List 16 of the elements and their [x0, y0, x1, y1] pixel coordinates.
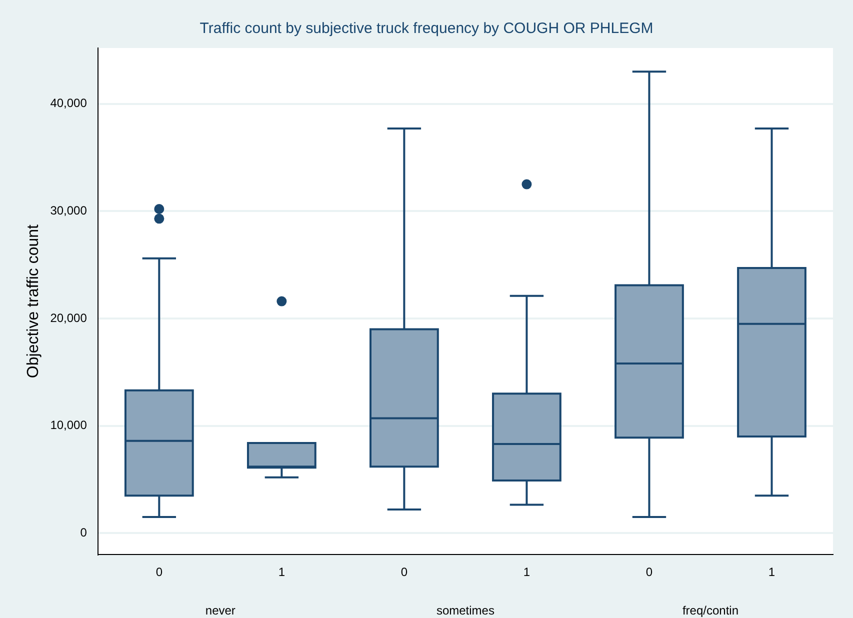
y-tick-label: 30,000 — [50, 203, 88, 218]
y-tick-label: 0 — [80, 525, 88, 540]
chart-title: Traffic count by subjective truck frequency by COUGH OR PHLEGM — [200, 20, 654, 38]
x-tick-label: 0 — [646, 565, 653, 580]
x-tick-label: 1 — [278, 565, 286, 580]
x-tick-label: 1 — [768, 565, 776, 580]
y-tick-label: 20,000 — [50, 310, 88, 325]
y-axis-title: Objective traffic count — [25, 224, 42, 378]
x-tick-label: 0 — [156, 565, 163, 580]
text: freq/contin — [682, 603, 739, 618]
x-tick-label: 0 — [400, 565, 408, 580]
text: never — [205, 603, 236, 618]
y-tick-label: 40,000 — [50, 96, 88, 110]
text: sometimes — [436, 603, 494, 618]
x-tick-label: 1 — [523, 565, 530, 580]
y-tick-label: 10,000 — [50, 418, 88, 432]
